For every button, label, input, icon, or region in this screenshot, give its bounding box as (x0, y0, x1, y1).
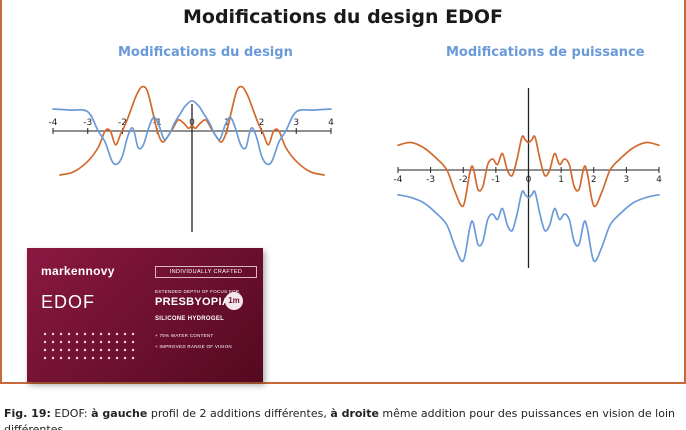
extended-label: EXTENDED DEPTH OF FOCUS FOR (155, 289, 240, 294)
dot-pattern (41, 330, 137, 360)
presbyopia-label: PRESBYOPIA (155, 296, 231, 308)
right-chart-title: Modifications de puissance (446, 45, 645, 60)
caption-right-bold: à droite (330, 407, 379, 420)
right-x-tick-label: 0 (526, 175, 532, 185)
right-x-tick: 0 (526, 167, 532, 185)
left-series-line-1 (59, 85, 325, 176)
right-x-tick: -1 (491, 167, 500, 185)
right-x-tick: -2 (459, 167, 468, 185)
left-x-tick-label: -2 (118, 118, 127, 128)
right-x-tick-label: 4 (656, 175, 662, 185)
right-x-tick: 1 (558, 167, 564, 185)
left-x-tick: 4 (328, 118, 334, 134)
right-x-tick-label: -2 (459, 175, 468, 185)
right-x-tick: 3 (624, 167, 630, 185)
material-label: SILICONE HYDROGEL (155, 316, 225, 322)
left-x-tick-label: -4 (49, 118, 58, 128)
right-series-line-1 (397, 135, 660, 208)
charts-canvas: -4 -3 -2 -1 0 1 2 3 4-4 -3 -2 -1 0 1 2 3 4 (49, 85, 662, 268)
left-chart-title: Modifications du design (118, 45, 293, 60)
left-x-tick: -3 (83, 118, 92, 134)
figure-title: Modifications du design EDOF (182, 6, 503, 28)
caption-left-bold: à gauche (91, 407, 148, 420)
left-x-tick-label: 3 (293, 118, 299, 128)
right-x-tick-label: -4 (394, 175, 403, 185)
right-x-tick-label: 1 (558, 175, 564, 185)
right-x-tick-label: -1 (491, 175, 500, 185)
left-x-tick: -4 (49, 118, 58, 134)
left-series-line-2 (52, 99, 332, 166)
figure-frame (0, 0, 686, 384)
water-content-label: + 75% WATER CONTENT (155, 333, 214, 338)
left-x-tick: 0 (189, 118, 195, 134)
right-x-tick: -4 (394, 167, 403, 185)
caption-text-2: profil de 2 additions différentes, (147, 407, 331, 420)
caption-fig-label: Fig. 19: (4, 407, 51, 420)
right-x-tick-label: -3 (426, 175, 435, 185)
caption-text-1: EDOF: (50, 407, 92, 420)
range-vision-label: + IMPROVED RANGE OF VISION (155, 344, 232, 349)
left-x-tick-label: 2 (259, 118, 265, 128)
left-x-tick-label: -3 (83, 118, 92, 128)
right-x-tick-label: 2 (591, 175, 597, 185)
right-x-tick-label: 3 (624, 175, 630, 185)
right-series-line-2 (397, 190, 660, 263)
brand-logo: markennovy (41, 264, 115, 278)
crafted-label: INDIVIDUALLY CRAFTED (155, 266, 257, 278)
right-chart: -4 -3 -2 -1 0 1 2 3 4 (394, 88, 662, 268)
right-x-tick: 4 (656, 167, 662, 185)
month-badge: 1m (225, 292, 243, 310)
product-name: EDOF (41, 292, 96, 312)
left-x-tick: 3 (293, 118, 299, 134)
left-x-tick-label: 0 (189, 118, 195, 128)
left-x-tick-label: 4 (328, 118, 334, 128)
caption-text-3: même addition pour des puissances en vis… (4, 407, 675, 430)
left-chart: -4 -3 -2 -1 0 1 2 3 4 (49, 85, 334, 232)
right-x-tick: -3 (426, 167, 435, 185)
right-x-tick: 2 (591, 167, 597, 185)
product-box: markennovy INDIVIDUALLY CRAFTED EDOF EXT… (27, 248, 263, 382)
figure-caption: Fig. 19: EDOF: à gauche profil de 2 addi… (4, 406, 684, 430)
